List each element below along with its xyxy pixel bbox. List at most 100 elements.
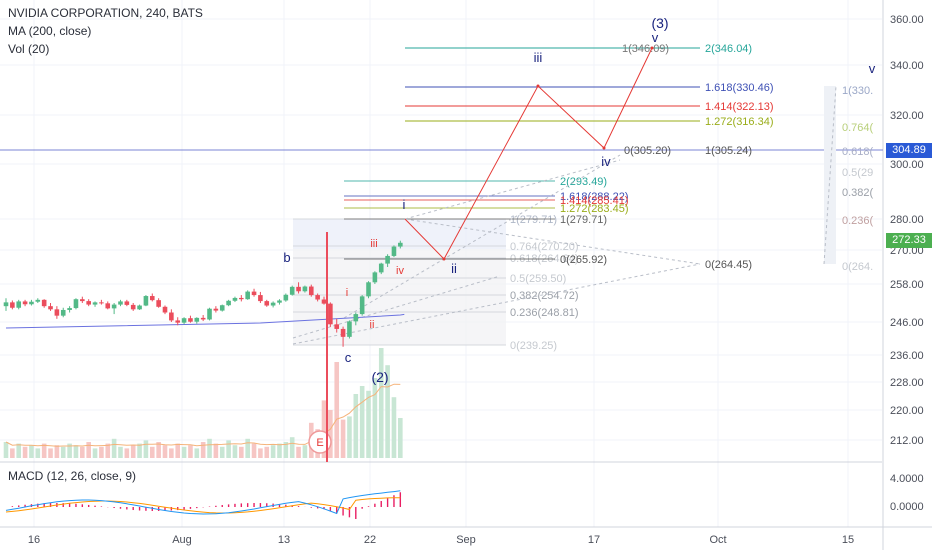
macd-tick-label: 4.0000 <box>890 473 924 485</box>
wave-label-iii: iii <box>534 50 543 65</box>
legend-ma: MA (200, close) <box>8 24 92 38</box>
wave-label-red-ii: ii <box>370 319 375 331</box>
volume-bar <box>92 448 98 458</box>
fib-target-label: 1.618(330.46) <box>705 82 774 94</box>
volume-bar <box>270 445 276 458</box>
candle-body <box>372 272 378 283</box>
candle-body <box>118 301 123 305</box>
fib-retracement-label: 0(239.25) <box>510 340 557 352</box>
volume-bar <box>162 445 168 458</box>
volume-bar <box>80 446 85 458</box>
fib-retracement-label: 0.382(254.72) <box>510 290 579 302</box>
wave-label-red-i: i <box>346 287 348 299</box>
candle-body <box>366 282 371 297</box>
candle-body <box>385 255 390 264</box>
fib-extension-label: 0(265.92) <box>560 254 607 266</box>
earnings-marker-label: E <box>316 437 323 449</box>
volume-bar <box>296 446 301 458</box>
candle-body <box>130 304 136 310</box>
wave-arrow-head <box>536 84 540 88</box>
candle-body <box>245 291 250 300</box>
price-tick-label: 236.00 <box>890 350 924 362</box>
candle-body <box>111 304 117 309</box>
volume-bar <box>137 443 142 458</box>
candle-body <box>86 301 91 305</box>
candle-body <box>213 308 219 311</box>
candle-body <box>340 328 346 337</box>
candle-body <box>149 296 155 301</box>
candle-body <box>226 300 231 306</box>
volume-bar <box>16 443 22 458</box>
fib-retracement-label: 0.764(270.20) <box>510 241 579 253</box>
projection-line <box>404 159 621 220</box>
fib-target-label: 1.272(316.34) <box>705 116 774 128</box>
fib-extension-label: 1.414(285.41) <box>560 195 629 207</box>
candles <box>3 232 403 462</box>
macd-line <box>5 490 401 515</box>
wave-arrow-head <box>602 146 606 150</box>
candle-body <box>289 286 295 295</box>
fib-anchor-label: 0(264.45) <box>705 259 752 271</box>
candle-body <box>41 299 47 307</box>
candle-body <box>92 302 98 305</box>
candle-body <box>200 317 206 320</box>
volume-bar <box>41 443 47 458</box>
candle-body <box>29 301 34 305</box>
candle-body <box>398 242 403 247</box>
candle-body <box>73 299 79 309</box>
price-tick-label: 340.00 <box>890 60 924 72</box>
volume-bars: E <box>3 348 403 458</box>
volume-bar <box>232 445 238 458</box>
volume-bar <box>73 445 79 458</box>
time-tick-label: 15 <box>842 534 854 546</box>
candle-body <box>188 318 193 322</box>
wave-arrow-head <box>650 46 654 50</box>
legend-symbol: NVIDIA CORPORATION, 240, BATS <box>8 6 203 20</box>
volume-bar <box>188 445 193 458</box>
volume-bar <box>194 448 200 458</box>
candle-body <box>22 301 28 305</box>
volume-bar <box>321 400 327 458</box>
fibonacci-levels: 1(279.71)0.764(270.20)0.618(264.64)0.5(2… <box>0 43 883 352</box>
volume-bar <box>340 419 346 458</box>
candle-body <box>302 286 308 292</box>
wave-label-ii: ii <box>451 261 457 276</box>
crosshair-price-tag: 304.89 <box>886 143 932 158</box>
candle-body <box>194 317 200 322</box>
candle-body <box>347 321 352 337</box>
time-tick-label: Sep <box>456 534 476 546</box>
wave-label-b: b <box>283 250 290 265</box>
candle-body <box>35 299 41 302</box>
candle-body <box>378 263 384 273</box>
price-tick-label: 212.00 <box>890 435 924 447</box>
fib-retracement-label: 1(279.71) <box>510 214 557 226</box>
projection-line <box>404 218 701 265</box>
volume-bar <box>67 443 72 458</box>
fib-faded-label: 0.236( <box>842 215 874 227</box>
wave-label-v-right: v <box>869 61 876 76</box>
fib-target-label: 1(305.24) <box>705 145 752 157</box>
candle-body <box>67 308 72 310</box>
candle-body <box>359 296 365 315</box>
volume-bar <box>35 448 41 458</box>
candle-body <box>54 309 60 316</box>
candle-body <box>48 306 53 310</box>
candle-body <box>315 295 320 300</box>
volume-bar <box>277 443 282 458</box>
time-tick-label: 13 <box>278 534 290 546</box>
candle-body <box>60 309 66 316</box>
fib-faded-label: 0(264. <box>842 261 873 273</box>
fib-extension-label: 1(279.71) <box>560 214 607 226</box>
candle-body <box>16 301 22 308</box>
fib-target-label: 2(346.04) <box>705 43 752 55</box>
current-price-tag: 272.33 <box>886 233 932 248</box>
wave-label-red-iv: iv <box>396 265 404 277</box>
volume-bar <box>302 445 308 458</box>
candle-body <box>264 301 270 306</box>
volume-bar <box>156 442 161 458</box>
wave-label-3: (3) <box>651 15 668 31</box>
volume-bar <box>207 438 212 458</box>
volume-bar <box>251 443 257 458</box>
